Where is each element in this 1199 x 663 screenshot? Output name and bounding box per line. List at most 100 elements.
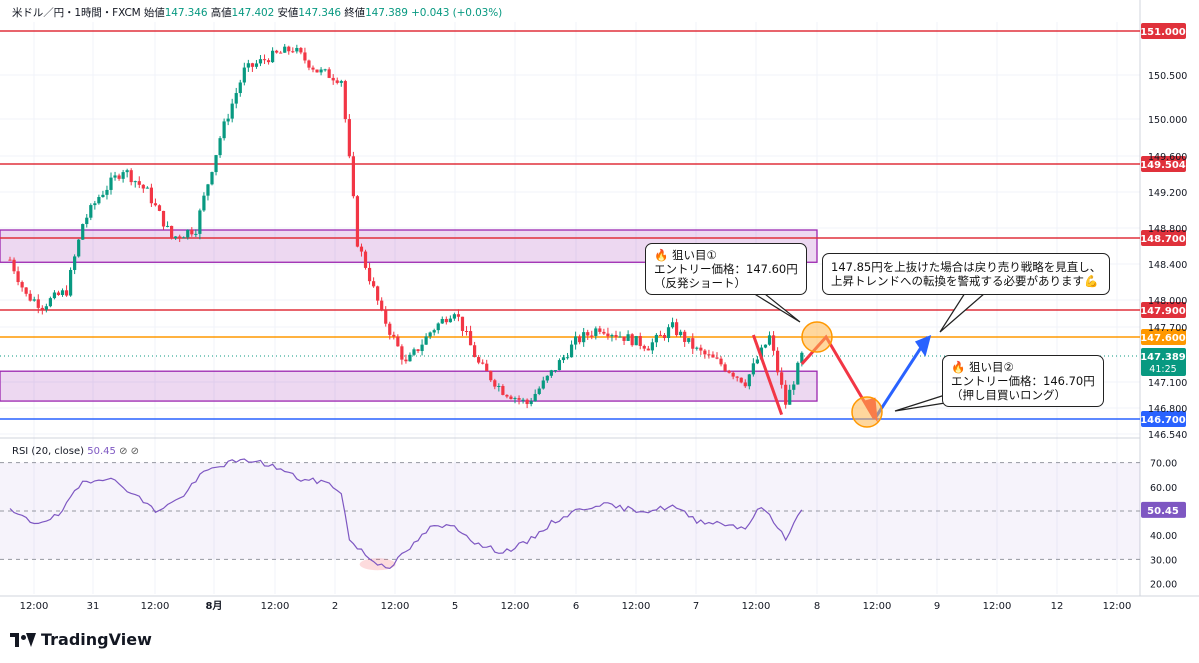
candle-body [574, 336, 578, 345]
red-down-arrow-line [751, 334, 784, 416]
candle-body [448, 318, 452, 323]
level-label: 149.504 [1140, 160, 1186, 171]
candle-body [295, 47, 299, 52]
candle-body [218, 138, 222, 156]
visibility-icon[interactable]: ⊘ ⊘ [119, 446, 140, 457]
candle-body [642, 345, 646, 349]
candle-body [230, 103, 234, 119]
candle-body [170, 225, 174, 239]
candle-body [380, 300, 384, 310]
candle-body [565, 357, 570, 359]
candle-body [351, 156, 355, 197]
candle-body [210, 172, 214, 185]
last-price-box [1141, 347, 1186, 376]
time-tick-label: 8 [814, 601, 820, 612]
candle-body [242, 67, 246, 83]
candle-body [557, 360, 562, 371]
candle-body [222, 121, 226, 139]
time-tick-label: 7 [693, 601, 699, 612]
candle-body [291, 51, 295, 53]
candle-body [561, 357, 566, 361]
candle-body [800, 352, 804, 363]
candle-body [529, 401, 533, 405]
candle-body [93, 203, 97, 206]
candle-body [400, 346, 404, 360]
time-tick-label: 12:00 [983, 601, 1012, 612]
rsi-label[interactable]: RSI (20, close) [12, 446, 85, 457]
candle-body [262, 59, 267, 61]
candle-body [60, 290, 65, 295]
candle-body [198, 210, 202, 234]
note2-line1: 147.85円を上抜けた場合は戻り売り戦略を見直し、 [831, 260, 1102, 274]
time-tick-label: 6 [573, 601, 579, 612]
candle-body [355, 196, 360, 247]
candle-body [618, 336, 622, 338]
candle-body [553, 370, 557, 372]
candle-body [521, 399, 525, 401]
rsi-tick-label: 20.00 [1150, 580, 1177, 591]
candle-body [101, 194, 105, 198]
candle-body [751, 363, 755, 375]
candle-body [109, 177, 113, 190]
candle-body [392, 334, 396, 337]
candle-body [77, 239, 81, 257]
candle-body [743, 382, 747, 387]
close-label: 終値 [344, 7, 366, 19]
candle-body [266, 60, 271, 63]
candle-body [739, 377, 743, 383]
note1-line1: 🔥 狙い目① [654, 248, 717, 262]
close-value: 147.389 [365, 7, 408, 19]
candle-body [638, 336, 642, 346]
candle-body [646, 348, 650, 351]
level-label: 151.000 [1140, 27, 1186, 38]
low-value: 147.346 [298, 7, 342, 19]
time-tick-label: 2 [332, 601, 338, 612]
price-axis: 151.000 149.504 148.700 147.900 147.600 146.7… [1140, 23, 1187, 441]
candle-body [715, 357, 719, 359]
candle-body [424, 336, 428, 345]
candle-body [412, 349, 416, 355]
blue-arrow-head [914, 335, 932, 357]
candle-body [679, 331, 683, 336]
candle-body [468, 331, 473, 346]
candle-body [157, 205, 162, 211]
time-tick-label: 12 [1051, 601, 1064, 612]
candle-body [145, 187, 149, 189]
candle-body [666, 327, 671, 338]
candle-body [452, 314, 456, 319]
candle-body [719, 358, 723, 365]
candle-body [303, 52, 307, 61]
candle-body [319, 69, 323, 73]
candle-body [594, 328, 598, 336]
entry-circle-short [801, 321, 833, 353]
candle-body [327, 69, 331, 78]
time-tick-label: 5 [452, 601, 458, 612]
candle-body [444, 318, 448, 323]
candle-body [117, 175, 121, 179]
candle-body [214, 155, 218, 173]
candle-body [363, 251, 368, 268]
candle-body [69, 269, 73, 296]
candle-body [614, 335, 618, 337]
candle-body [153, 203, 158, 206]
candle-body [271, 50, 275, 63]
candle-body [517, 398, 521, 400]
symbol-label[interactable]: 米ドル／円・1時間・FXCM [12, 7, 141, 19]
candle-body [691, 338, 695, 349]
candle-body [137, 181, 141, 185]
candle-body [582, 332, 586, 343]
candle-body [89, 205, 93, 218]
high-label: 高値 [210, 7, 232, 19]
note1-line2: エントリー価格：147.60円 [654, 262, 798, 276]
candle-body [780, 372, 784, 385]
candle-body [12, 259, 16, 272]
candle-body [590, 335, 594, 337]
tradingview-logo[interactable]: TradingView [10, 630, 152, 649]
candle-body [307, 60, 311, 68]
price-tick-label: 149.600 [1148, 152, 1187, 163]
candle-body [133, 181, 137, 183]
candle-body [113, 175, 117, 178]
candle-body [125, 170, 129, 173]
candle-body [464, 330, 469, 332]
